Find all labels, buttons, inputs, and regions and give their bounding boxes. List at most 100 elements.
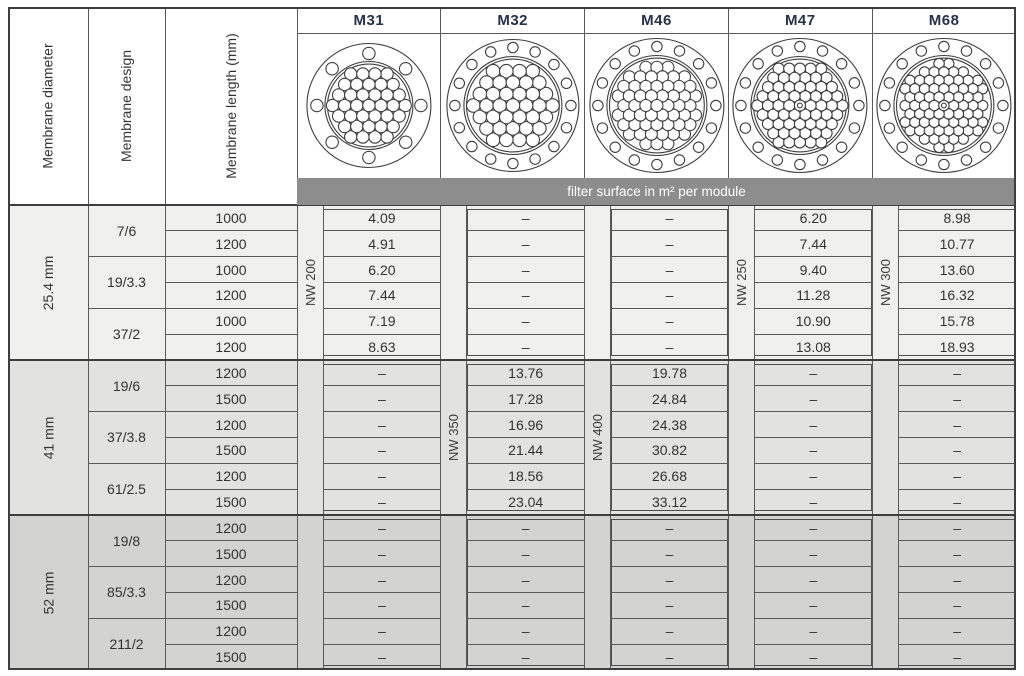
design-label: 19/3.3	[88, 257, 165, 309]
value-cell-text: –	[809, 364, 818, 381]
value-cell: –	[754, 386, 872, 412]
grid-line	[610, 540, 729, 542]
grid-line	[323, 566, 441, 568]
grid-line	[898, 462, 1016, 464]
value-cell-text: 7.44	[368, 287, 396, 304]
value-cell-text: 17.28	[508, 390, 544, 407]
diameter-label-text: 25.4 mm	[40, 255, 56, 310]
length-cell: 1200	[165, 567, 297, 593]
diameter-label-text: 41 mm	[39, 416, 56, 459]
design-label-text: 61/2.5	[107, 481, 146, 498]
grid-line	[754, 643, 873, 645]
value-cell-text: 19.78	[651, 364, 688, 381]
length-cell: 1200	[165, 360, 297, 386]
value-cell: –	[898, 438, 1016, 464]
grid-line	[466, 643, 585, 645]
value-cell-text: –	[809, 623, 818, 640]
value-cell: 10.77	[898, 231, 1016, 257]
module-header-text: M46	[641, 11, 672, 29]
value-cell: –	[898, 360, 1016, 386]
design-label: 85/3.3	[88, 567, 165, 619]
grid-line	[754, 540, 873, 542]
grid-line	[165, 333, 297, 335]
nw-size-label: NW 350	[441, 360, 467, 515]
grid-line	[898, 437, 1016, 438]
length-cell: 1000	[165, 308, 297, 334]
flange-diagram-m32	[446, 38, 580, 173]
value-cell: 19.78	[611, 360, 729, 386]
value-cell-text: 15.78	[939, 313, 975, 330]
value-cell-text: –	[665, 313, 674, 330]
value-cell-text: –	[378, 390, 386, 407]
grid-line	[466, 333, 585, 335]
length-cell: 1200	[165, 515, 297, 541]
value-cell: –	[754, 618, 872, 644]
grid-line	[898, 488, 1016, 490]
module-header: M31	[297, 7, 441, 33]
value-cell-text: –	[809, 571, 818, 588]
length-cell-text: 1200	[215, 235, 247, 252]
grid-line	[610, 437, 729, 438]
value-cell: –	[323, 593, 441, 619]
design-label-text: 19/8	[112, 532, 141, 549]
value-cell-text: –	[953, 649, 961, 666]
value-cell-text: –	[809, 494, 818, 511]
value-cell-text: –	[521, 209, 530, 226]
value-cell-text: –	[521, 545, 530, 562]
value-cell-text: –	[809, 597, 818, 614]
grid-line	[165, 592, 297, 593]
value-cell-text: –	[521, 571, 530, 588]
value-cell: –	[754, 541, 872, 567]
length-cell-text: 1500	[215, 442, 247, 459]
value-cell: –	[323, 515, 441, 541]
diameter-label: 52 mm	[8, 515, 88, 670]
diameter-label-text: 52 mm	[39, 571, 56, 614]
grid-line	[754, 256, 873, 258]
grid-line	[610, 643, 729, 645]
length-cell: 1200	[165, 231, 297, 257]
grid-line	[323, 462, 441, 464]
value-cell-text: –	[953, 468, 961, 485]
value-cell: –	[754, 644, 872, 670]
length-cell: 1500	[165, 386, 297, 412]
grid-line	[88, 566, 297, 568]
value-cell: –	[323, 438, 441, 464]
value-cell-text: 23.04	[508, 494, 544, 511]
grid-line	[165, 437, 297, 438]
value-cell-text: 11.28	[796, 287, 831, 304]
value-cell: –	[467, 334, 585, 360]
col-header-membrane-design-label: Membrane design	[118, 49, 135, 163]
value-cell-text: 7.19	[368, 313, 396, 330]
value-cell-text: 16.32	[939, 287, 975, 304]
value-cell-text: –	[521, 623, 530, 640]
value-cell: –	[611, 205, 729, 231]
grid-line	[165, 282, 297, 283]
value-cell-text: –	[521, 597, 530, 614]
value-cell-text: –	[378, 364, 386, 381]
value-cell-text: –	[521, 261, 530, 278]
grid-line	[754, 617, 873, 619]
grid-line	[323, 592, 441, 593]
module-header-text: M47	[784, 11, 816, 29]
length-cell-text: 1500	[215, 494, 247, 511]
grid-line	[88, 307, 297, 309]
value-cell: 17.28	[467, 386, 585, 412]
grid-line	[610, 282, 729, 283]
value-cell: 13.60	[898, 257, 1016, 283]
module-header: M32	[441, 7, 585, 33]
length-cell: 1500	[165, 438, 297, 464]
value-cell: –	[898, 489, 1016, 515]
value-cell-text: 16.96	[508, 416, 544, 433]
value-cell: –	[898, 567, 1016, 593]
grid-line	[323, 385, 441, 387]
value-cell-text: –	[665, 261, 674, 278]
design-label-text: 85/3.3	[107, 584, 146, 601]
value-cell-text: 6.20	[799, 209, 827, 226]
value-cell: –	[323, 360, 441, 386]
col-header-membrane-diameter-label: Membrane diameter	[40, 43, 56, 169]
value-cell: 24.84	[611, 386, 729, 412]
value-cell-text: 24.38	[651, 416, 688, 433]
value-cell: –	[898, 412, 1016, 438]
value-cell: –	[611, 231, 729, 257]
value-cell-text: –	[953, 545, 961, 562]
